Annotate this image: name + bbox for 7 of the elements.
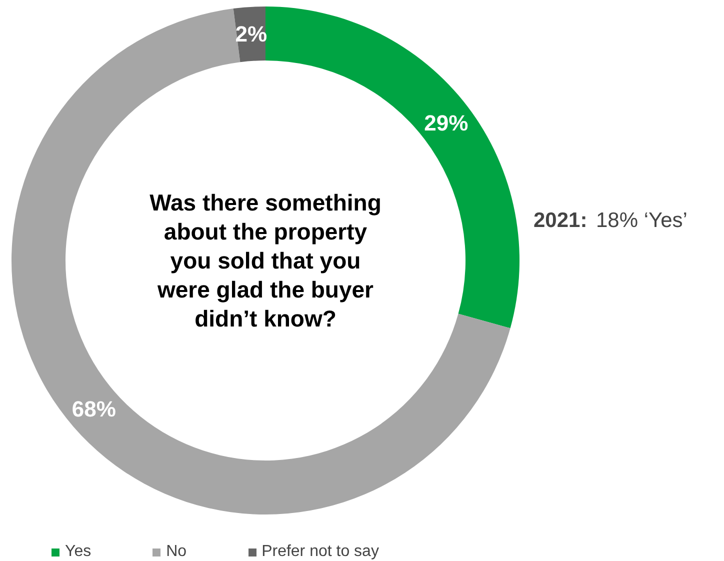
text: 2021: 18% ‘Yes’ bbox=[534, 209, 688, 232]
legend-label: Yes bbox=[65, 543, 92, 561]
legend-label: Prefer not to say bbox=[262, 543, 379, 561]
data-label: 68% bbox=[72, 396, 116, 422]
legend-label: No bbox=[166, 543, 187, 561]
data-label: 29% bbox=[424, 110, 468, 136]
text: Was there something about the property you sold that you were glad the buyer didn’t know? bbox=[150, 190, 382, 332]
